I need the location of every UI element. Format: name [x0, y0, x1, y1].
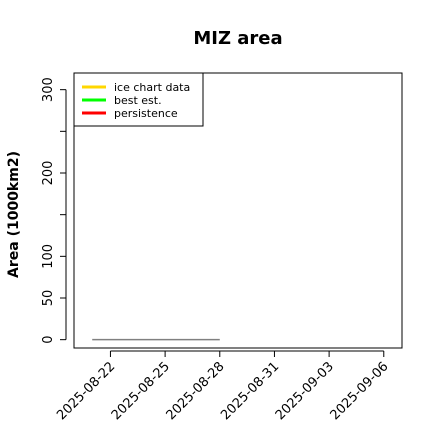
x-axis: 2025-08-222025-08-252025-08-282025-08-31… [54, 350, 392, 423]
y-axis-label: Area (1000km2) [6, 151, 22, 278]
chart-title: MIZ area [193, 28, 282, 49]
y-tick-label: 100 [41, 244, 56, 269]
x-tick-label: 2025-09-06 [328, 359, 392, 423]
y-tick-label: 200 [41, 161, 56, 186]
y-tick-label: 300 [41, 77, 56, 102]
legend-label: persistence [114, 107, 178, 120]
plot-frame [73, 72, 403, 349]
legend-label: best est. [114, 94, 162, 107]
y-tick-label: 50 [41, 290, 56, 307]
legend-label: ice chart data [114, 81, 190, 94]
y-axis: 0 50 100 200 300 [41, 77, 67, 344]
y-tick-label: 0 [41, 336, 56, 344]
